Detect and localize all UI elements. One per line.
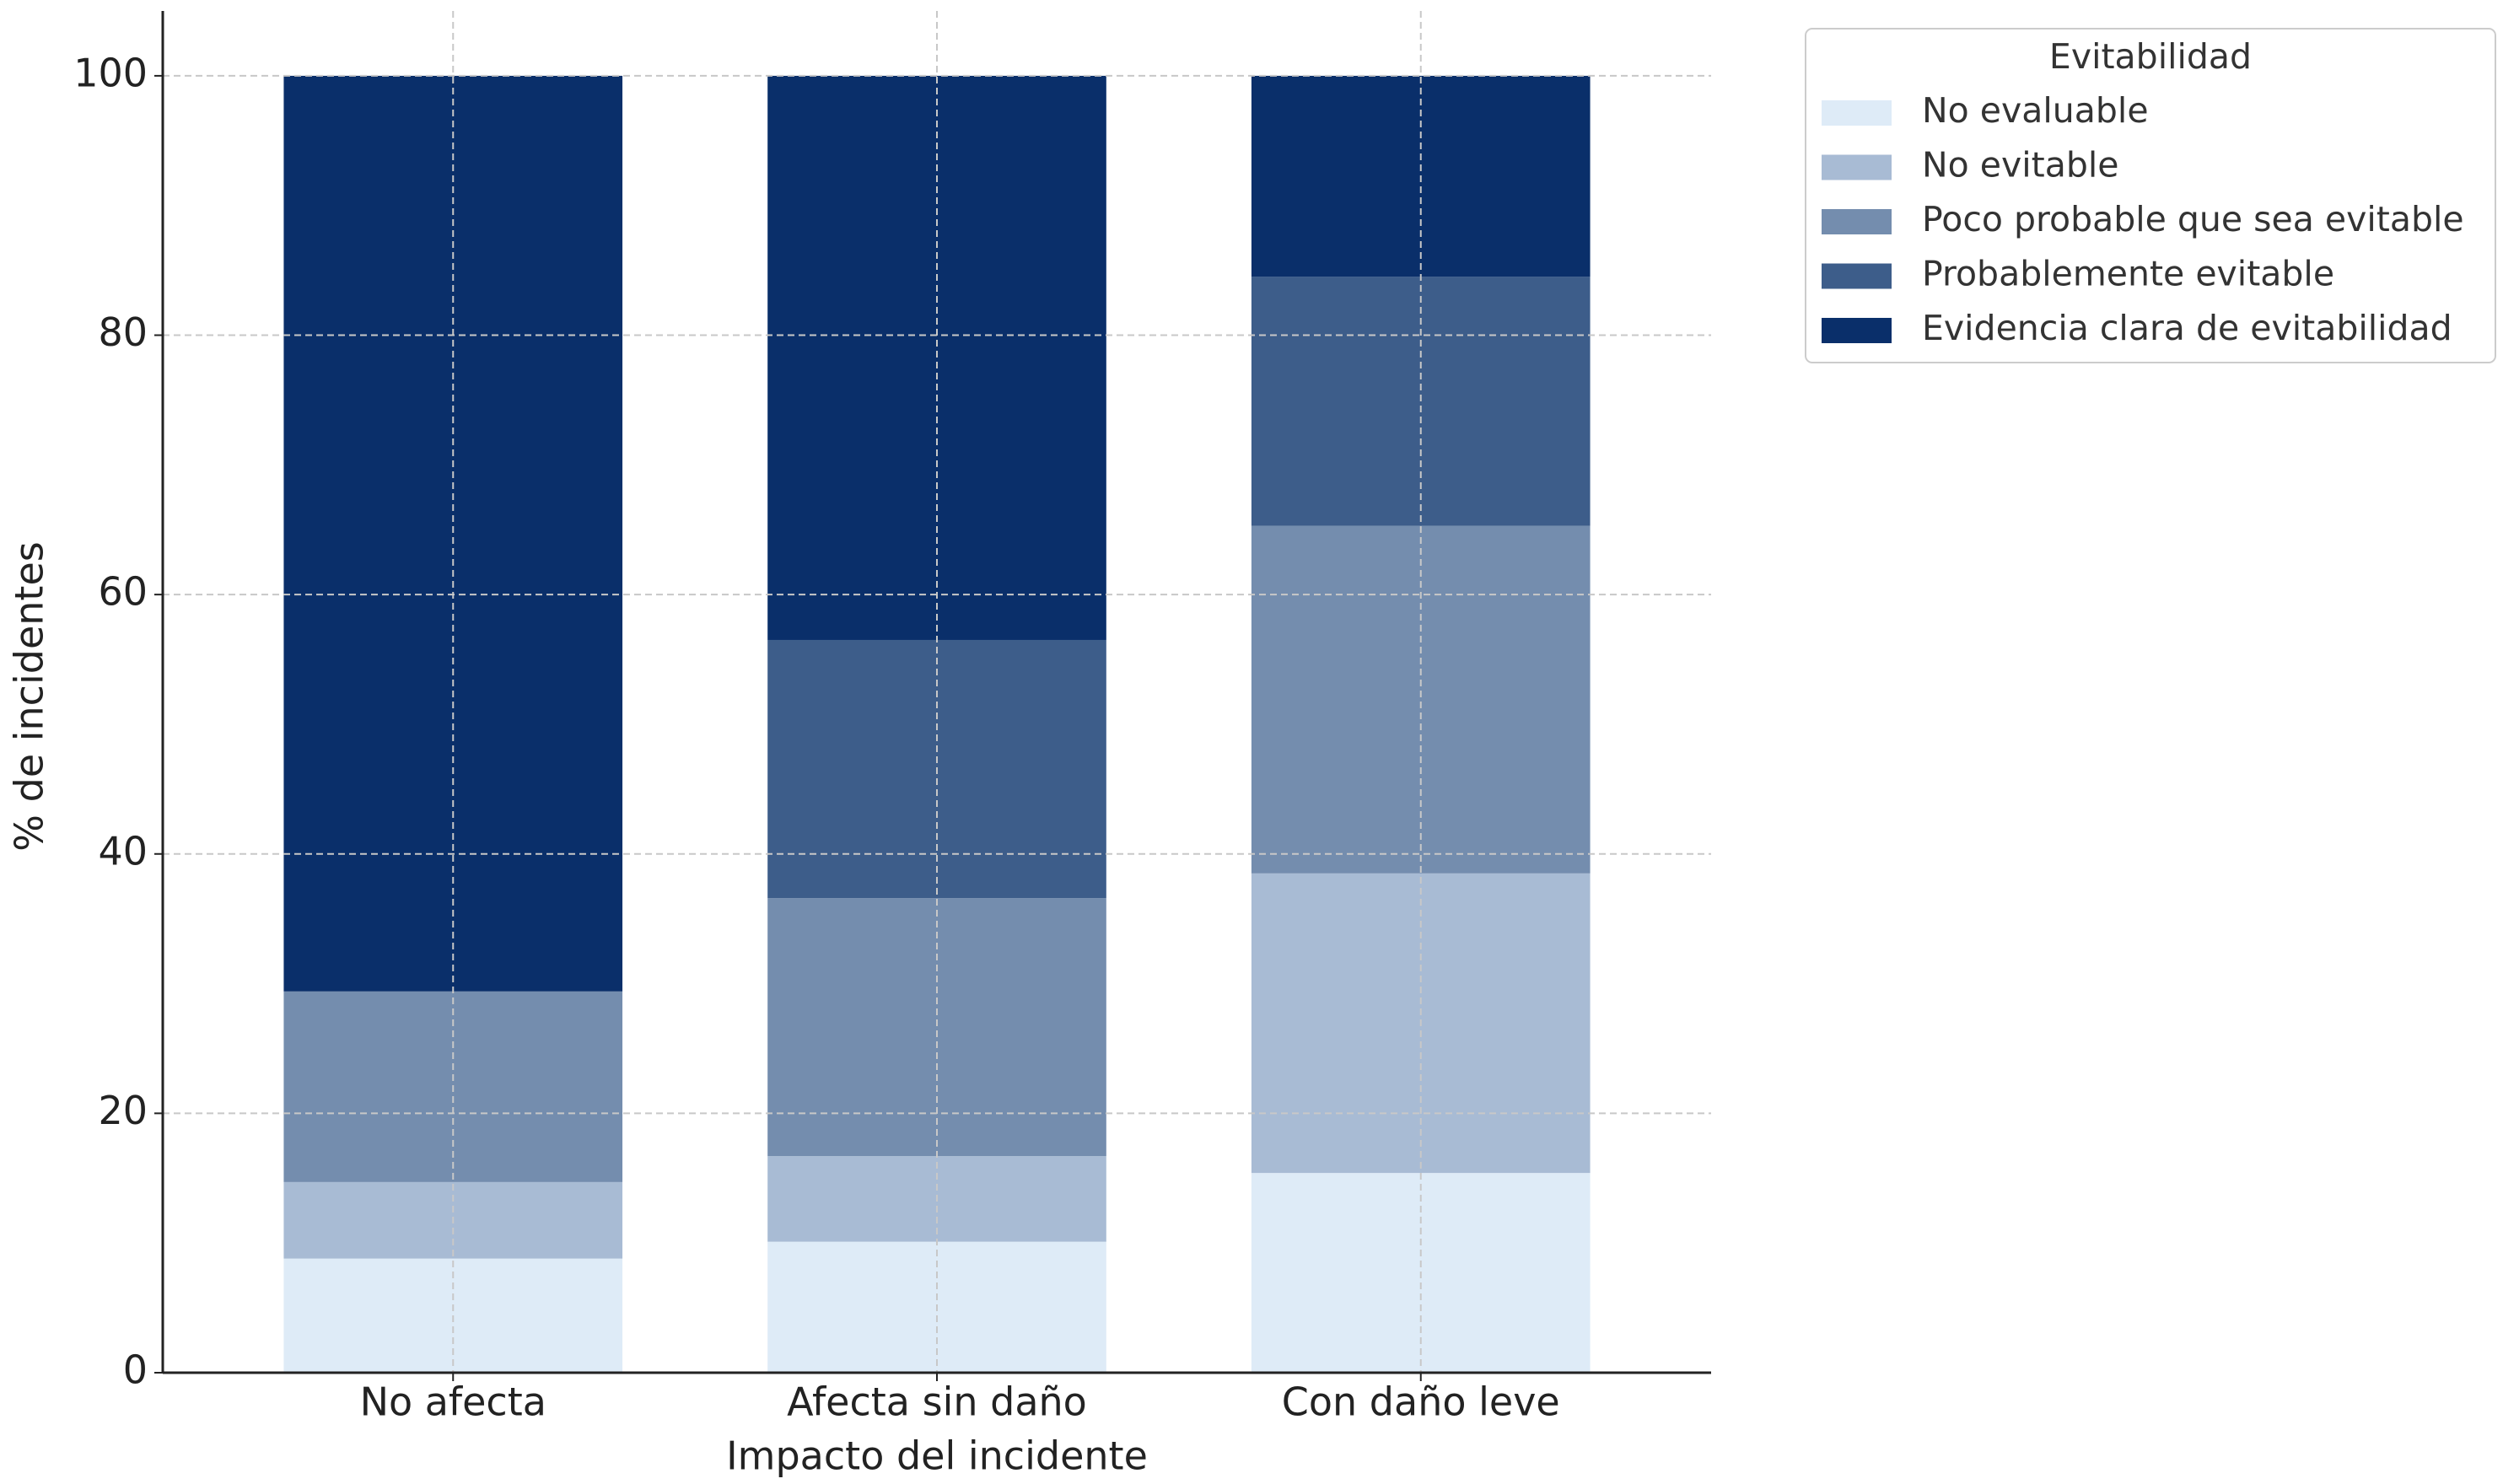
legend-box — [1805, 28, 2496, 363]
x-tick-label: Afecta sin daño — [787, 1379, 1087, 1425]
x-tick-label: Con daño leve — [1282, 1379, 1560, 1425]
legend-swatch — [1822, 100, 1892, 126]
y-tick-label: 100 — [73, 50, 148, 95]
x-tick-label: No afecta — [360, 1379, 546, 1425]
legend-label: Probablemente evitable — [1922, 254, 2334, 294]
y-tick-label: 0 — [123, 1347, 148, 1393]
legend-swatch — [1822, 263, 1892, 289]
y-tick-label: 80 — [98, 309, 148, 355]
x-axis-label: Impacto del incidente — [726, 1433, 1148, 1479]
y-tick-label: 40 — [98, 828, 148, 874]
legend-title: Evitabilidad — [2049, 36, 2252, 77]
legend-swatch — [1822, 318, 1892, 343]
legend-label: No evaluable — [1922, 90, 2149, 131]
legend-swatch — [1822, 154, 1892, 180]
legend-label: Evidencia clara de evitabilidad — [1922, 308, 2452, 348]
bar-segment — [767, 75, 1106, 640]
legend-label: Poco probable que sea evitable — [1922, 199, 2464, 239]
y-tick-label: 20 — [98, 1088, 148, 1133]
legend-label: No evitable — [1922, 145, 2119, 186]
legend-swatch — [1822, 209, 1892, 234]
y-axis-label: % de incidentes — [7, 541, 52, 851]
bar-segment — [1251, 525, 1591, 874]
y-tick-label: 60 — [98, 569, 148, 615]
